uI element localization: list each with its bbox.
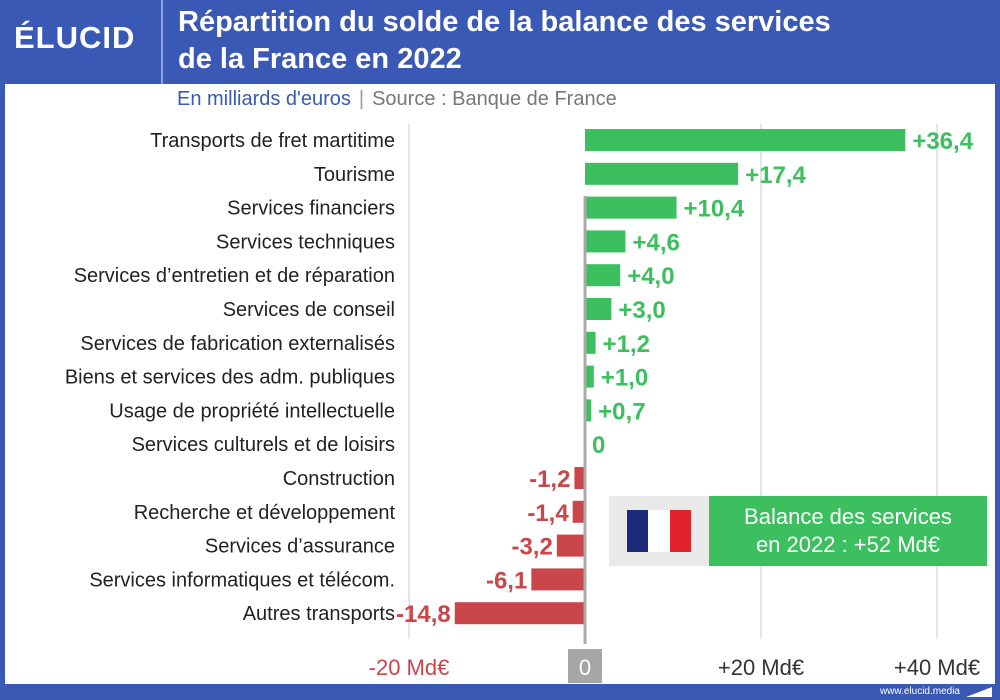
header: ÉLUCID Répartition du solde de la balanc… (0, 0, 1000, 84)
bar-10 (574, 467, 585, 489)
chart-panel: Transports de fret martitime +36,4 Tourism… (5, 84, 995, 684)
bar-2 (585, 196, 677, 219)
bar-chart: Transports de fret martitime +36,4 Tourism… (65, 124, 980, 683)
value-label-7: +1,0 (601, 365, 648, 392)
subtitle-separator: | (358, 88, 365, 110)
logo: ÉLUCID (14, 20, 136, 55)
header-divider (161, 0, 163, 84)
value-label-5: +3,0 (618, 297, 665, 324)
unit-label: En milliards d'euros (177, 88, 351, 110)
value-label-8: +0,7 (598, 398, 645, 425)
page-title: Répartition du solde de la balance des s… (178, 4, 978, 78)
callout-text: Balance des services en 2022 : +52 Md€ (709, 496, 987, 566)
bar-0 (585, 129, 906, 151)
category-label-10: Construction (283, 468, 395, 490)
category-label-8: Usage de propriété intellectuelle (109, 400, 395, 422)
tick-label-1: 0 (579, 655, 591, 680)
bar-6 (585, 331, 596, 354)
bar-14 (454, 602, 585, 625)
flag-stripe-blue (627, 510, 649, 552)
category-label-13: Services informatiques et télécom. (89, 569, 395, 591)
elucid-mark-icon (966, 687, 992, 697)
category-label-5: Services de conseil (223, 299, 395, 321)
flag-box (609, 496, 709, 566)
value-label-1: +17,4 (745, 162, 806, 189)
value-label-0: +36,4 (912, 128, 973, 155)
callout-line-1: Balance des services (744, 504, 952, 529)
bar-12 (556, 534, 585, 557)
category-label-7: Biens et services des adm. publiques (65, 367, 395, 389)
bar-11 (572, 500, 585, 523)
bar-4 (585, 264, 621, 287)
zero-tick-box (568, 649, 602, 683)
tick-label-0: -20 Md€ (369, 655, 450, 680)
bar-8 (585, 399, 592, 422)
category-label-12: Services d’assurance (205, 536, 395, 558)
title-line-2: de la France en 2022 (178, 43, 462, 75)
balance-callout: Balance des services en 2022 : +52 Md€ (609, 496, 987, 566)
bar-1 (585, 162, 739, 185)
category-label-2: Services financiers (227, 198, 395, 220)
category-label-11: Recherche et développement (134, 502, 396, 524)
value-label-10: -1,2 (529, 466, 570, 493)
subtitle: En milliards d'euros | Source : Banque de … (177, 88, 617, 111)
category-label-6: Services de fabrication externalisés (80, 333, 395, 355)
tick-label-3: +40 Md€ (894, 655, 980, 680)
value-label-6: +1,2 (603, 331, 650, 358)
category-label-4: Services d’entretien et de réparation (74, 265, 395, 287)
french-flag-icon (627, 510, 691, 552)
bar-3 (585, 230, 626, 253)
category-label-1: Tourisme (314, 164, 395, 186)
bar-5 (585, 298, 612, 320)
category-label-3: Services techniques (216, 231, 395, 253)
footer-url: www.elucid.media (879, 686, 960, 697)
category-label-0: Transports de fret martitime (150, 130, 395, 152)
title-line-1: Répartition du solde de la balance des s… (178, 6, 831, 38)
callout-line-2: en 2022 : +52 Md€ (755, 532, 941, 557)
value-label-14: -14,8 (396, 601, 451, 628)
tick-label-2: +20 Md€ (718, 655, 804, 680)
value-label-13: -6,1 (486, 567, 527, 594)
flag-stripe-red (669, 510, 691, 552)
value-label-2: +10,4 (684, 196, 745, 223)
value-label-12: -3,2 (511, 534, 552, 561)
bar-13 (531, 568, 585, 591)
value-label-3: +4,6 (632, 229, 679, 256)
source-label: Source : Banque de France (372, 88, 617, 110)
flag-stripe-white (648, 510, 670, 552)
value-label-9: 0 (592, 432, 605, 459)
bar-7 (585, 365, 594, 388)
category-label-14: Autres transports (243, 603, 395, 625)
value-label-4: +4,0 (627, 263, 674, 290)
value-label-11: -1,4 (527, 500, 569, 527)
category-label-9: Services culturels et de loisirs (132, 434, 395, 456)
